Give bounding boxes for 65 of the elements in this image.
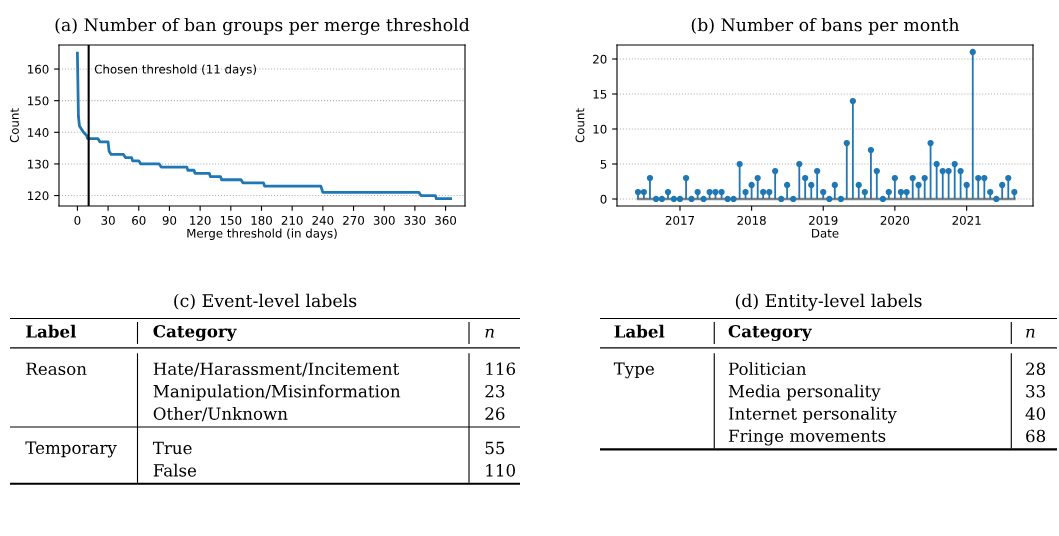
y-tick-label: 140 — [28, 128, 49, 137]
text: 110 — [486, 464, 516, 477]
x-tick-label: 30 — [101, 215, 115, 225]
ref-line-label: Chosen threshold (11 days) — [94, 64, 256, 76]
text: 55 — [485, 441, 505, 455]
text: 68 — [1026, 429, 1046, 443]
x-tick-label: 180 — [251, 215, 272, 225]
y-tick-label: 150 — [28, 96, 49, 106]
text: Reason — [26, 362, 87, 376]
text: Other/Unknown — [153, 406, 288, 422]
chart-title: (b) Number of bans per month — [691, 17, 960, 35]
x-tick-label: 360 — [435, 215, 457, 225]
text: Temporary — [25, 441, 117, 458]
y-tick-label: 130 — [28, 159, 49, 169]
x-tick-label: 2017 — [665, 215, 694, 225]
text: 116 — [486, 362, 516, 376]
text: Type — [613, 362, 654, 379]
x-axis-title: Merge threshold (in days) — [187, 228, 337, 240]
y-tick-label: 20 — [593, 54, 607, 64]
category-label: n — [1026, 328, 1035, 338]
text: 33 — [1026, 384, 1045, 398]
x-tick-label: 240 — [312, 215, 334, 225]
x-tick-label: 210 — [281, 215, 303, 225]
x-tick-label: 300 — [373, 215, 395, 225]
text: (c) Event-level labels — [174, 293, 357, 310]
x-tick-label: 150 — [220, 215, 242, 225]
text: Internet personality — [728, 406, 897, 424]
chart-title: (a) Number of ban groups per merge threshold — [55, 17, 470, 35]
y-tick-label: 160 — [28, 64, 49, 74]
y-tick-label: 5 — [600, 159, 607, 169]
text: 40 — [1025, 407, 1046, 420]
text: 23 — [485, 384, 505, 398]
text: 28 — [1026, 362, 1046, 376]
category-label: n — [485, 328, 494, 338]
x-tick-label: 90 — [162, 215, 177, 225]
category-label: Label — [26, 324, 76, 338]
y-tick-label: 15 — [593, 89, 607, 99]
y-tick-label: 120 — [28, 191, 49, 201]
text: (d) Entity-level labels — [735, 293, 922, 311]
text: Hate/Harassment/Incitement — [153, 362, 400, 377]
text: 26 — [485, 407, 505, 420]
x-tick-label: 270 — [343, 215, 365, 225]
x-tick-label: 330 — [404, 215, 426, 225]
x-tick-label: 2019 — [809, 215, 838, 225]
category-label: Category — [153, 324, 237, 341]
x-tick-label: 0 — [74, 215, 81, 225]
x-axis-title: Date — [812, 228, 839, 238]
y-axis-title: Count — [9, 108, 19, 143]
category-label: Label — [614, 324, 665, 338]
x-tick-label: 2018 — [737, 215, 766, 225]
x-tick-label: 60 — [132, 215, 146, 225]
x-tick-label: 2021 — [952, 215, 981, 225]
y-tick-label: 10 — [593, 124, 607, 134]
text: True — [152, 441, 192, 455]
category-label: Category — [728, 324, 812, 341]
text: Fringe movements — [728, 429, 886, 446]
text: False — [153, 463, 197, 477]
text: Media personality — [728, 384, 881, 401]
y-tick-label: 0 — [600, 194, 607, 204]
x-tick-label: 120 — [190, 215, 211, 225]
line-series — [76, 51, 453, 201]
text: Politician — [728, 362, 807, 376]
x-tick-label: 2020 — [880, 215, 910, 225]
text: Manipulation/Misinformation — [153, 384, 401, 401]
y-axis-title: Count — [575, 108, 585, 143]
